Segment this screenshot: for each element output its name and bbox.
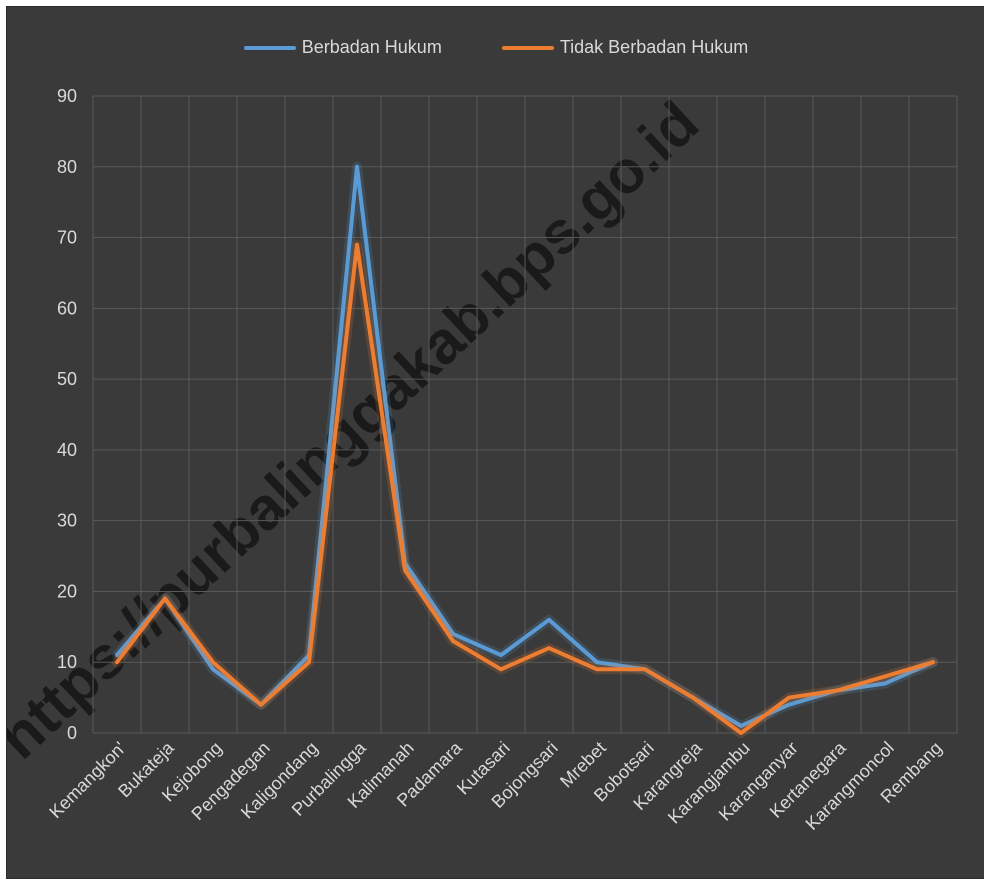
y-tick-label: 40 <box>57 440 77 460</box>
line-chart: 0 10 20 30 40 50 60 70 80 90 Kemangkon'BukatejaKe… <box>45 86 958 834</box>
y-tick-label: 10 <box>57 652 77 672</box>
legend-swatch-berbadan-hukum <box>243 45 296 50</box>
grid-lines <box>92 95 958 734</box>
series-lines <box>112 161 938 738</box>
y-tick-label: 30 <box>57 511 77 531</box>
chart-legend: Berbadan Hukum Tidak Berbadan Hukum <box>7 37 984 58</box>
y-tick-label: 90 <box>57 86 77 106</box>
y-axis-ticks: 0 10 20 30 40 50 60 70 80 90 <box>57 86 77 743</box>
series-line-tidak-berbadan-hukum <box>115 242 935 735</box>
chart-frame: Berbadan Hukum Tidak Berbadan Hukum http… <box>6 6 984 879</box>
y-tick-label: 50 <box>57 369 77 389</box>
x-tick-label: Kemangkon' <box>45 738 130 823</box>
legend-label-tidak-berbadan-hukum: Tidak Berbadan Hukum <box>559 37 749 57</box>
legend-item-tidak-berbadan-hukum: Tidak Berbadan Hukum <box>501 37 749 58</box>
y-tick-label: 70 <box>57 228 77 248</box>
y-tick-label: 20 <box>57 581 77 601</box>
legend-label-berbadan-hukum: Berbadan Hukum <box>301 37 442 57</box>
legend-item-berbadan-hukum: Berbadan Hukum <box>243 37 442 58</box>
y-tick-label: 0 <box>67 723 77 743</box>
x-axis-ticks: Kemangkon'BukatejaKejobongPengadeganKali… <box>45 737 946 834</box>
y-tick-label: 60 <box>57 298 77 318</box>
legend-swatch-tidak-berbadan-hukum <box>501 45 554 50</box>
y-tick-label: 80 <box>57 157 77 177</box>
